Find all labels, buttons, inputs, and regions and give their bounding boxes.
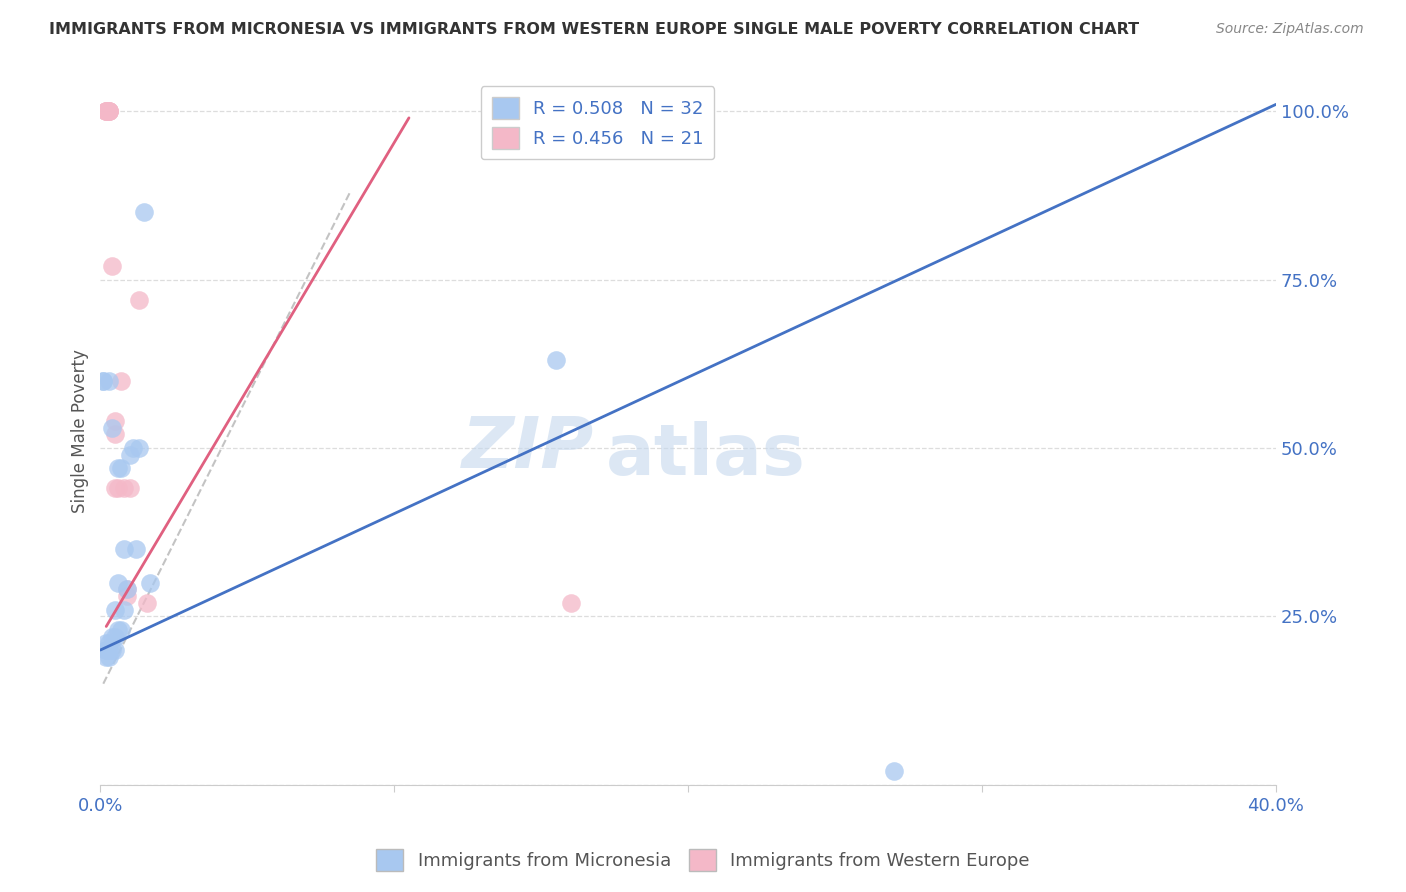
- Point: [112, 602, 135, 616]
- Point: [112, 541, 135, 556]
- Y-axis label: Single Male Poverty: Single Male Poverty: [72, 349, 89, 513]
- Point: [107, 575, 129, 590]
- Point: [107, 481, 129, 495]
- Point: [128, 441, 150, 455]
- Text: IMMIGRANTS FROM MICRONESIA VS IMMIGRANTS FROM WESTERN EUROPE SINGLE MALE POVERTY: IMMIGRANTS FROM MICRONESIA VS IMMIGRANTS…: [49, 22, 1139, 37]
- Point: [96, 104, 118, 119]
- Point: [134, 205, 156, 219]
- Point: [98, 374, 121, 388]
- Point: [96, 643, 118, 657]
- Point: [98, 104, 121, 119]
- Point: [98, 649, 121, 664]
- Point: [96, 643, 118, 657]
- Point: [98, 104, 121, 119]
- Text: ZIP: ZIP: [461, 414, 595, 483]
- Point: [104, 643, 127, 657]
- Point: [104, 630, 127, 644]
- Point: [96, 104, 118, 119]
- Point: [98, 636, 121, 650]
- Legend: R = 0.508   N = 32, R = 0.456   N = 21: R = 0.508 N = 32, R = 0.456 N = 21: [481, 87, 714, 160]
- Point: [110, 374, 132, 388]
- Point: [124, 541, 146, 556]
- Point: [96, 104, 118, 119]
- Point: [112, 481, 135, 495]
- Point: [101, 259, 124, 273]
- Point: [883, 764, 905, 779]
- Point: [104, 481, 127, 495]
- Point: [115, 582, 138, 597]
- Point: [91, 374, 114, 388]
- Point: [136, 596, 159, 610]
- Point: [121, 441, 143, 455]
- Point: [107, 623, 129, 637]
- Point: [110, 461, 132, 475]
- Point: [110, 623, 132, 637]
- Point: [104, 602, 127, 616]
- Point: [96, 649, 118, 664]
- Legend: Immigrants from Micronesia, Immigrants from Western Europe: Immigrants from Micronesia, Immigrants f…: [368, 842, 1038, 879]
- Point: [98, 643, 121, 657]
- Point: [139, 575, 162, 590]
- Point: [115, 582, 138, 597]
- Point: [128, 293, 150, 307]
- Point: [104, 414, 127, 428]
- Point: [560, 596, 582, 610]
- Point: [101, 421, 124, 435]
- Point: [118, 448, 141, 462]
- Point: [98, 104, 121, 119]
- Point: [101, 630, 124, 644]
- Point: [118, 481, 141, 495]
- Point: [107, 461, 129, 475]
- Point: [101, 643, 124, 657]
- Point: [104, 427, 127, 442]
- Point: [96, 104, 118, 119]
- Point: [96, 636, 118, 650]
- Point: [98, 104, 121, 119]
- Point: [115, 589, 138, 603]
- Text: atlas: atlas: [606, 421, 806, 491]
- Text: Source: ZipAtlas.com: Source: ZipAtlas.com: [1216, 22, 1364, 37]
- Point: [544, 353, 567, 368]
- Point: [91, 374, 114, 388]
